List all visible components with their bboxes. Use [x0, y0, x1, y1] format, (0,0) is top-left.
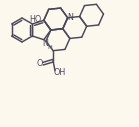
Text: O: O — [36, 59, 43, 68]
Text: N: N — [42, 39, 48, 48]
Text: H: H — [47, 45, 52, 50]
Text: N: N — [68, 13, 74, 22]
Text: HO: HO — [30, 15, 42, 24]
Text: OH: OH — [54, 68, 66, 77]
